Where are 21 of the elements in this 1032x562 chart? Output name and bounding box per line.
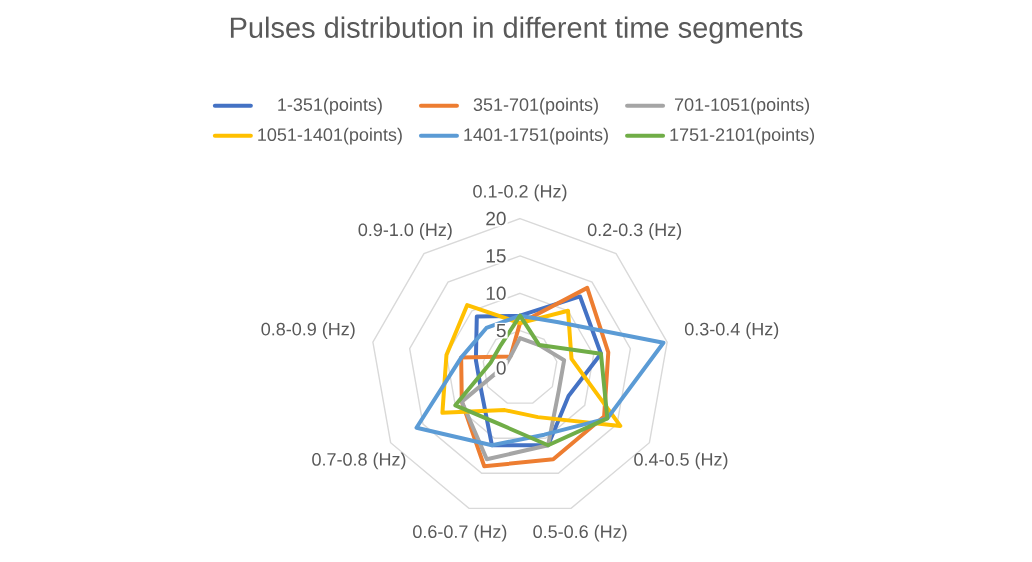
legend-label: 1051-1401(points)	[258, 127, 402, 145]
y-tick-label: 20	[486, 211, 506, 226]
legend-label: 1-351(points)	[278, 97, 382, 115]
legend-label: 1751-2101(points)	[670, 127, 815, 145]
spoke-label: 0.4-0.5 (Hz)	[634, 452, 728, 470]
chart-title: Pulses distribution in different time segments	[230, 16, 803, 44]
y-tick-label: 0	[496, 361, 506, 375]
spoke-label: 0.3-0.4 (Hz)	[684, 322, 779, 340]
spoke-label: 0.5-0.6 (Hz)	[533, 524, 627, 542]
y-tick-label: 10	[486, 286, 506, 301]
y-tick-label: 5	[496, 324, 506, 338]
spoke-label: 0.6-0.7 (Hz)	[413, 524, 507, 542]
spoke-label: 0.8-0.9 (Hz)	[261, 322, 355, 340]
legend-label: 351-701(points)	[473, 97, 598, 115]
y-tick-label: 15	[486, 249, 506, 263]
spoke-label: 0.7-0.8 (Hz)	[312, 452, 406, 470]
spoke-label: 0.9-1.0 (Hz)	[358, 222, 452, 240]
spoke-label: 0.1-0.2 (Hz)	[473, 184, 567, 202]
legend-label: 701-1051(points)	[674, 97, 810, 115]
spoke-label: 0.2-0.3 (Hz)	[587, 222, 682, 240]
legend-label: 1401-1751(points)	[464, 127, 608, 145]
